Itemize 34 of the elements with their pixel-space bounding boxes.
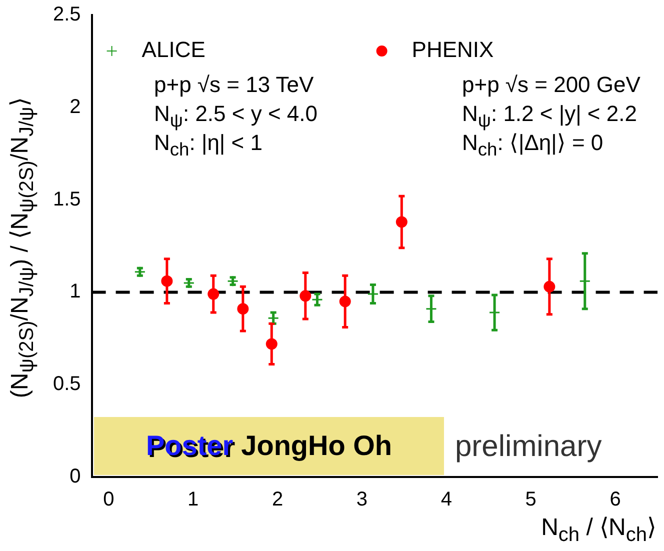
annotation: Poster xyxy=(146,430,234,462)
point xyxy=(339,296,351,308)
point xyxy=(300,290,312,302)
y-tick-label: 1.5 xyxy=(52,188,81,210)
x-tick-label: 2 xyxy=(272,488,284,511)
legend-label: ALICE xyxy=(142,37,206,62)
annotation: p+p √s = 13 TeV xyxy=(154,72,314,98)
x-tick-label: 1 xyxy=(188,488,199,511)
y-tick-label: 0.5 xyxy=(52,373,81,396)
y-tick-label: 2 xyxy=(70,96,81,118)
point xyxy=(237,303,249,315)
legend-label: PHENIX xyxy=(412,37,494,62)
point xyxy=(208,288,220,300)
point xyxy=(544,280,556,292)
annotation: preliminary xyxy=(455,430,602,464)
annotation: N$_{ψ}$: 1.2 < |y| < 2.2 xyxy=(462,101,637,132)
annotation: N$_{ψ}$: 2.5 < y < 4.0 xyxy=(154,101,318,132)
x-tick-label: 6 xyxy=(610,488,621,511)
y-tick-label: 1 xyxy=(70,280,81,303)
point xyxy=(266,338,278,350)
y-tick-label: 0 xyxy=(70,466,81,488)
annotation: N$_{ch}$: |η| < 1 xyxy=(154,130,262,160)
point xyxy=(161,275,173,287)
annotation: N$_{ch}$: ⟨|Δη|⟩ = 0 xyxy=(462,130,604,160)
x-tick-label: 4 xyxy=(440,488,452,511)
y-tick-label: 2.5 xyxy=(52,4,81,26)
x-tick-label: 0 xyxy=(103,488,114,511)
annotation: JongHo Oh xyxy=(241,430,392,462)
x-tick-label: 5 xyxy=(525,488,536,511)
point xyxy=(396,216,408,228)
x-tick-label: 3 xyxy=(356,488,368,511)
annotation: p+p √s = 200 GeV xyxy=(462,72,640,98)
x-axis-title: N$_{ch}$ / ⟨N$_{ch}$⟩ xyxy=(541,513,656,547)
label-box: Poster JongHo Oh xyxy=(94,417,444,475)
